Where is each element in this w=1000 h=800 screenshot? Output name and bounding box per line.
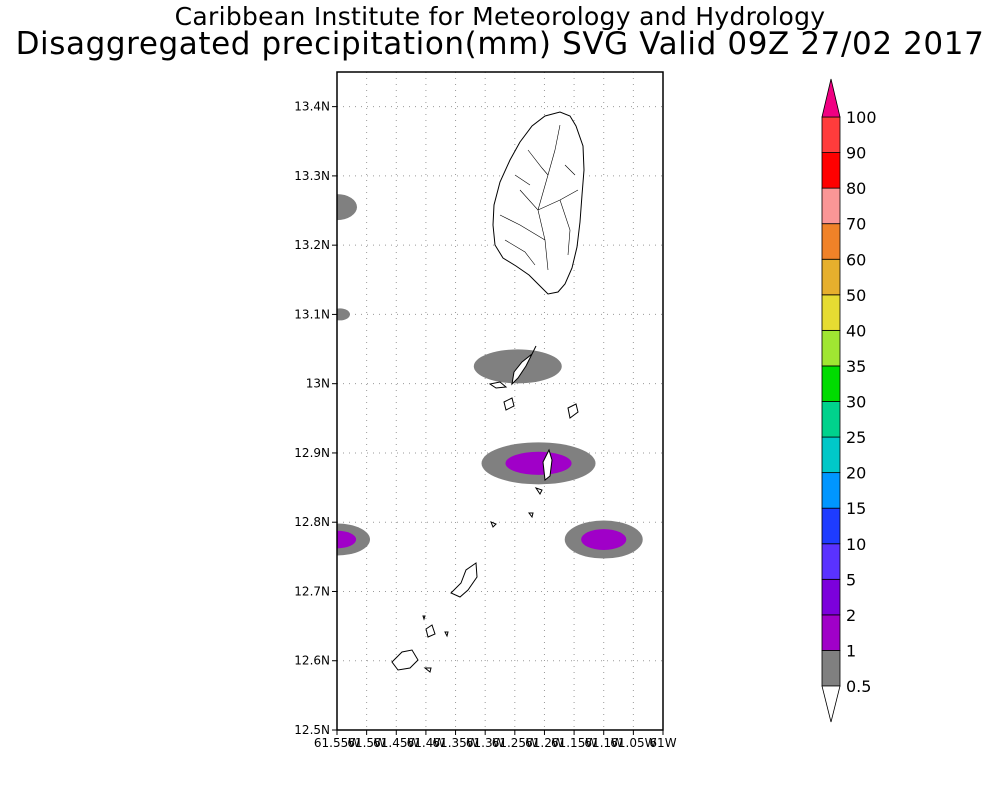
colorbar-segment xyxy=(821,294,841,331)
colorbar-level-label: 1 xyxy=(846,641,856,660)
lat-tick-label: 13.1N xyxy=(294,307,330,321)
colorbar-segment xyxy=(821,329,841,367)
island-islet-1 xyxy=(488,381,508,389)
map-background xyxy=(337,72,663,730)
island-islet-4 xyxy=(528,512,534,519)
colorbar-under-arrow xyxy=(821,685,841,723)
precip-area xyxy=(337,308,350,321)
island-river-lines xyxy=(499,124,579,271)
lat-tick-label: 13.4N xyxy=(294,100,330,114)
lat-tick-label: 13N xyxy=(306,377,330,391)
land-layer xyxy=(391,111,585,673)
lon-tick-label: 61.4W xyxy=(407,736,446,750)
precip-area-core xyxy=(505,451,572,475)
island-canouan xyxy=(542,448,553,481)
lon-tick-label: 61.35W xyxy=(432,736,478,750)
colorbar-segment xyxy=(821,401,841,438)
colorbar-segment xyxy=(821,258,841,296)
lon-tick-label: 61.2W xyxy=(525,736,564,750)
island-islet-5 xyxy=(490,521,497,528)
colorbar-level-label: 80 xyxy=(846,179,866,198)
island-islet-2 xyxy=(567,403,579,419)
colorbar-level-label: 35 xyxy=(846,357,866,376)
island-saint-vincent xyxy=(492,111,585,295)
colorbar-segment xyxy=(821,614,841,651)
lat-tick-label: 12.6N xyxy=(294,654,330,668)
colorbar-segment xyxy=(821,365,841,402)
lat-tick-label: 13.3N xyxy=(294,169,330,183)
map-axes: 13.4N 13.3N 13.2N 13.1N 13N 12.9N 12.8N 12.7N 12… xyxy=(294,100,676,750)
chart-title: Caribbean Institute for Meteorology and … xyxy=(174,2,826,31)
colorbar-segment xyxy=(821,187,841,225)
colorbar-level-label: 20 xyxy=(846,464,866,483)
colorbar-segment xyxy=(821,578,841,616)
lon-tick-label: 61.15W xyxy=(551,736,597,750)
colorbar-segment xyxy=(821,436,841,474)
precip-layer xyxy=(337,194,643,559)
colorbar-level-label: 10 xyxy=(846,535,866,554)
island-islet-9 xyxy=(422,615,426,621)
colorbar-level-label: 15 xyxy=(846,499,866,518)
colorbar-level-label: 25 xyxy=(846,428,866,447)
lat-tick-label: 12.8N xyxy=(294,515,330,529)
colorbar-over-arrow xyxy=(821,78,841,118)
colorbar-level-label: 5 xyxy=(846,570,856,589)
map-frame xyxy=(336,71,664,731)
island-islet-3 xyxy=(534,487,543,495)
lat-tick-label: 13.2N xyxy=(294,238,330,252)
colorbar-segment xyxy=(821,543,841,580)
lon-tick-label: 61.45W xyxy=(373,736,419,750)
precip-area xyxy=(337,194,357,221)
lon-tick-label: 61.1W xyxy=(584,736,623,750)
island-mustique xyxy=(503,397,515,411)
lon-tick-label: 61.3W xyxy=(466,736,505,750)
colorbar-level-label: 60 xyxy=(846,250,866,269)
island-islet-8 xyxy=(423,667,432,673)
island-bequia xyxy=(511,345,537,386)
colorbar-level-label: 100 xyxy=(846,108,877,127)
island-islet-7 xyxy=(444,631,449,638)
colorbar-level-label: 2 xyxy=(846,606,856,625)
colorbar-level-label: 50 xyxy=(846,286,866,305)
island-carriacou xyxy=(391,649,419,671)
colorbar-level-label: 30 xyxy=(846,393,866,412)
lon-tick-label: 61.5W xyxy=(347,736,386,750)
precip-area-core xyxy=(581,529,627,550)
colorbar-level-label: 0.5 xyxy=(846,677,871,696)
colorbar-segment xyxy=(821,650,841,687)
island-islet-6 xyxy=(425,624,436,638)
lat-tick-label: 12.7N xyxy=(294,584,330,598)
island-union xyxy=(450,562,478,598)
colorbar-segment xyxy=(821,472,841,509)
colorbar-segment xyxy=(821,152,841,189)
chart-subtitle: Disaggregated precipitation(mm) SVG Vali… xyxy=(15,26,985,62)
colorbar-level-label: 90 xyxy=(846,144,866,163)
lon-tick-label: 61.25W xyxy=(492,736,538,750)
lat-tick-label: 12.5N xyxy=(294,723,330,737)
precip-area-core xyxy=(337,530,357,549)
lat-tick-label: 12.9N xyxy=(294,446,330,460)
precip-area xyxy=(473,349,562,384)
colorbar-segment xyxy=(821,507,841,545)
colorbar-level-label: 70 xyxy=(846,215,866,234)
colorbar-segment xyxy=(821,116,841,153)
colorbar-segment xyxy=(821,223,841,260)
lon-tick-label: 61.55W xyxy=(314,736,360,750)
lon-tick-label: 61W xyxy=(649,736,676,750)
colorbar-level-label: 40 xyxy=(846,321,866,340)
lon-tick-label: 61.05W xyxy=(610,736,656,750)
